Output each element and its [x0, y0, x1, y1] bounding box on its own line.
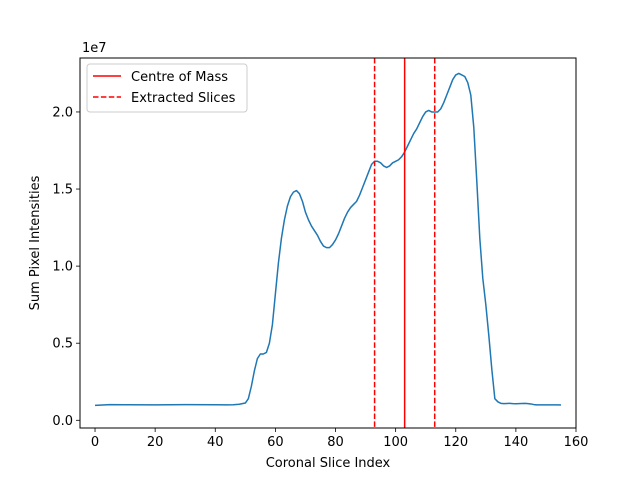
x-tick-label-0: 0	[91, 435, 99, 450]
legend-box	[86, 63, 248, 113]
x-tick-label-120: 120	[443, 435, 468, 450]
y-tick-label-0: 0.0	[52, 414, 73, 429]
y-axis-label: Sum Pixel Intensities	[28, 175, 43, 310]
axes-layer: 0 20 40 60 80 100 120 140 160 0.0 0.5 1.0 1.5 2.0	[52, 105, 588, 450]
x-tick-label-160: 160	[564, 435, 589, 450]
x-tick-label-40: 40	[207, 435, 224, 450]
legend: Centre of Mass Extracted Slices	[86, 63, 248, 113]
y-tick-label-1: 0.5	[52, 337, 73, 352]
legend-label-centre-of-mass: Centre of Mass	[131, 70, 228, 85]
x-tick-label-20: 20	[147, 435, 164, 450]
x-tick-label-60: 60	[267, 435, 284, 450]
series-line-0	[94, 72, 562, 407]
plot-frame	[79, 57, 577, 429]
y-offset-label: 1e7	[82, 41, 107, 56]
x-tick-label-100: 100	[383, 435, 408, 450]
y-tick-label-4: 2.0	[52, 105, 73, 120]
x-tick-label-80: 80	[327, 435, 344, 450]
y-tick-label-3: 1.5	[52, 183, 73, 198]
y-tick-label-2: 1.0	[52, 260, 73, 275]
plot-data-layer	[94, 58, 562, 428]
x-axis-label: Coronal Slice Index	[266, 456, 391, 471]
x-tick-label-140: 140	[503, 435, 528, 450]
legend-label-extracted-slices: Extracted Slices	[131, 91, 236, 106]
